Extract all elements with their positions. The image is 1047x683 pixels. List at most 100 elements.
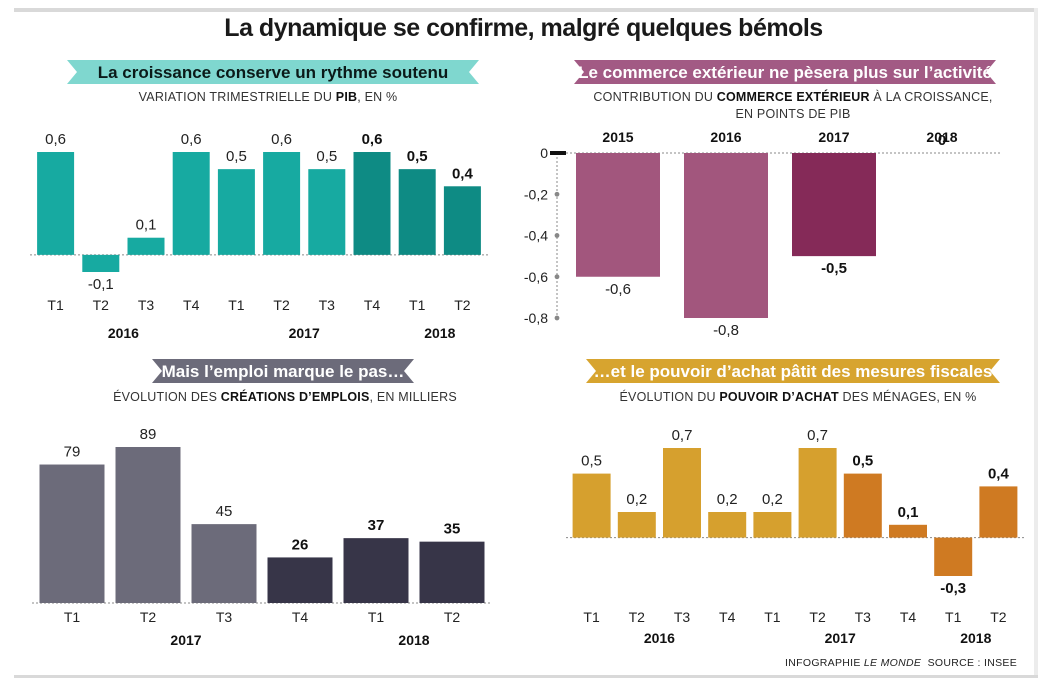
- value-label-pib-0: 0,6: [45, 131, 66, 148]
- value-label-commerce-2: -0,5: [821, 260, 847, 277]
- right-rule: [1034, 8, 1038, 678]
- value-label-emploi-3: 26: [292, 536, 309, 553]
- banner-ribbon: [574, 60, 996, 84]
- subtitle-keyword: CRÉATIONS D’EMPLOIS: [221, 389, 370, 404]
- category-year-label: 2015: [602, 129, 633, 145]
- chart-subtitle: ÉVOLUTION DES CRÉATIONS D’EMPLOIS, EN MI…: [113, 389, 457, 404]
- value-label-achat-9: 0,4: [988, 465, 1010, 482]
- subtitle-part: , EN MILLIERS: [370, 390, 457, 404]
- bar-emploi-4: [343, 538, 409, 603]
- subtitle-part: , EN %: [357, 90, 397, 104]
- x-tick-label: T1: [228, 297, 245, 313]
- value-label-achat-2: 0,7: [672, 427, 693, 444]
- bar-commerce-0: [576, 153, 660, 277]
- zero-tick-mark: [550, 151, 566, 155]
- banner-ribbon: [586, 359, 1000, 383]
- bottom-rule: [14, 675, 1038, 678]
- x-tick-label: T1: [47, 297, 64, 313]
- y-tick-label: 0: [540, 145, 548, 161]
- bar-pib-8: [398, 169, 436, 255]
- value-label-commerce-1: -0,8: [713, 322, 739, 339]
- value-label-pib-2: 0,1: [136, 217, 157, 234]
- y-tick-dot: [554, 233, 560, 238]
- year-label: 2017: [289, 325, 320, 341]
- x-tick-label: T4: [292, 609, 309, 625]
- value-label-emploi-1: 89: [140, 426, 157, 443]
- section-banner: Le commerce extérieur ne pèsera plus sur…: [574, 60, 996, 84]
- top-rule: [14, 8, 1038, 12]
- credits: INFOGRAPHIE LE MONDE SOURCE : INSEE: [785, 657, 1017, 669]
- bar-achat-1: [617, 512, 656, 538]
- x-tick-label: T1: [368, 609, 385, 625]
- subtitle-keyword: PIB: [336, 90, 357, 104]
- year-label: 2018: [398, 632, 429, 648]
- y-tick-dot: [554, 191, 560, 197]
- x-tick-label: T4: [183, 297, 200, 313]
- chart-subtitle-line2: EN POINTS DE PIB: [735, 107, 850, 121]
- bar-emploi-5: [419, 541, 485, 603]
- bars: [572, 448, 1018, 576]
- banner-title: La croissance conserve un rythme soutenu: [98, 63, 449, 82]
- x-tick-label: T2: [93, 297, 110, 313]
- subtitle-part: ÉVOLUTION DU: [620, 389, 720, 404]
- value-label-pib-5: 0,6: [271, 131, 292, 148]
- chart-subtitle: VARIATION TRIMESTRIELLE DU PIB, EN %: [139, 90, 398, 104]
- banner-title: …et le pouvoir d’achat pâtit des mesures…: [594, 362, 993, 381]
- x-tick-label: T2: [273, 297, 290, 313]
- value-label-emploi-2: 45: [216, 503, 233, 520]
- value-label-achat-7: 0,1: [898, 504, 919, 521]
- x-tick-label: T1: [764, 609, 781, 625]
- x-tick-label: T4: [719, 609, 736, 625]
- x-tick-label: T1: [409, 297, 426, 313]
- x-tick-label: T1: [945, 609, 962, 625]
- bar-pib-1: [82, 254, 120, 272]
- credits-publisher: LE MONDE: [863, 657, 922, 669]
- value-label-achat-0: 0,5: [581, 453, 602, 470]
- category-year-label: 2016: [710, 129, 741, 145]
- subtitle-part: DES MÉNAGES, EN %: [839, 389, 977, 404]
- chart-subtitle: CONTRIBUTION DU COMMERCE EXTÉRIEUR À LA …: [593, 89, 992, 104]
- value-label-pib-3: 0,6: [181, 131, 202, 148]
- subtitle-part: À LA CROISSANCE,: [870, 89, 993, 104]
- bars: [39, 447, 485, 603]
- bar-achat-5: [798, 448, 837, 538]
- credits-source: SOURCE : INSEE: [927, 657, 1017, 669]
- subtitle-part: CONTRIBUTION DU: [593, 90, 716, 104]
- bar-emploi-3: [267, 557, 333, 603]
- bar-emploi-1: [115, 447, 181, 603]
- bar-achat-7: [889, 524, 927, 538]
- subtitle-keyword: COMMERCE EXTÉRIEUR: [717, 89, 870, 104]
- value-label-emploi-5: 35: [444, 521, 461, 538]
- x-tick-label: T2: [444, 609, 461, 625]
- bar-pib-7: [353, 152, 391, 255]
- bar-commerce-2: [792, 153, 876, 257]
- x-tick-label: T2: [454, 297, 471, 313]
- value-label-pib-6: 0,5: [316, 148, 337, 165]
- value-label-achat-4: 0,2: [762, 491, 783, 508]
- bar-achat-9: [979, 486, 1018, 538]
- page-title: La dynamique se confirme, malgré quelque…: [224, 14, 823, 42]
- banner-ribbon: [152, 359, 414, 383]
- chart-commerce-exterieur: Le commerce extérieur ne pèsera plus sur…: [524, 60, 1002, 339]
- year-label: 2018: [424, 325, 455, 341]
- category-year-label: 2018: [926, 129, 957, 145]
- value-label-commerce-0: -0,6: [605, 281, 631, 298]
- x-tick-label: T1: [64, 609, 81, 625]
- value-label-achat-1: 0,2: [626, 491, 647, 508]
- year-label: 2017: [825, 630, 856, 646]
- bar-achat-4: [753, 512, 792, 538]
- chart-emploi: Mais l’emploi marque le pas… ÉVOLUTION DE…: [32, 359, 490, 648]
- bar-achat-2: [663, 448, 701, 538]
- value-label-pib-9: 0,4: [452, 165, 474, 182]
- value-label-achat-8: -0,3: [940, 580, 966, 597]
- x-tick-label: T3: [319, 297, 336, 313]
- x-tick-label: T4: [364, 297, 381, 313]
- x-tick-label: T3: [674, 609, 691, 625]
- value-label-achat-5: 0,7: [807, 427, 828, 444]
- x-tick-label: T4: [900, 609, 917, 625]
- y-tick-dot: [554, 274, 560, 280]
- section-banner: La croissance conserve un rythme soutenu: [67, 60, 479, 84]
- y-tick-dot: [554, 315, 560, 321]
- banner-title: Mais l’emploi marque le pas…: [162, 362, 405, 381]
- bar-emploi-2: [191, 524, 257, 603]
